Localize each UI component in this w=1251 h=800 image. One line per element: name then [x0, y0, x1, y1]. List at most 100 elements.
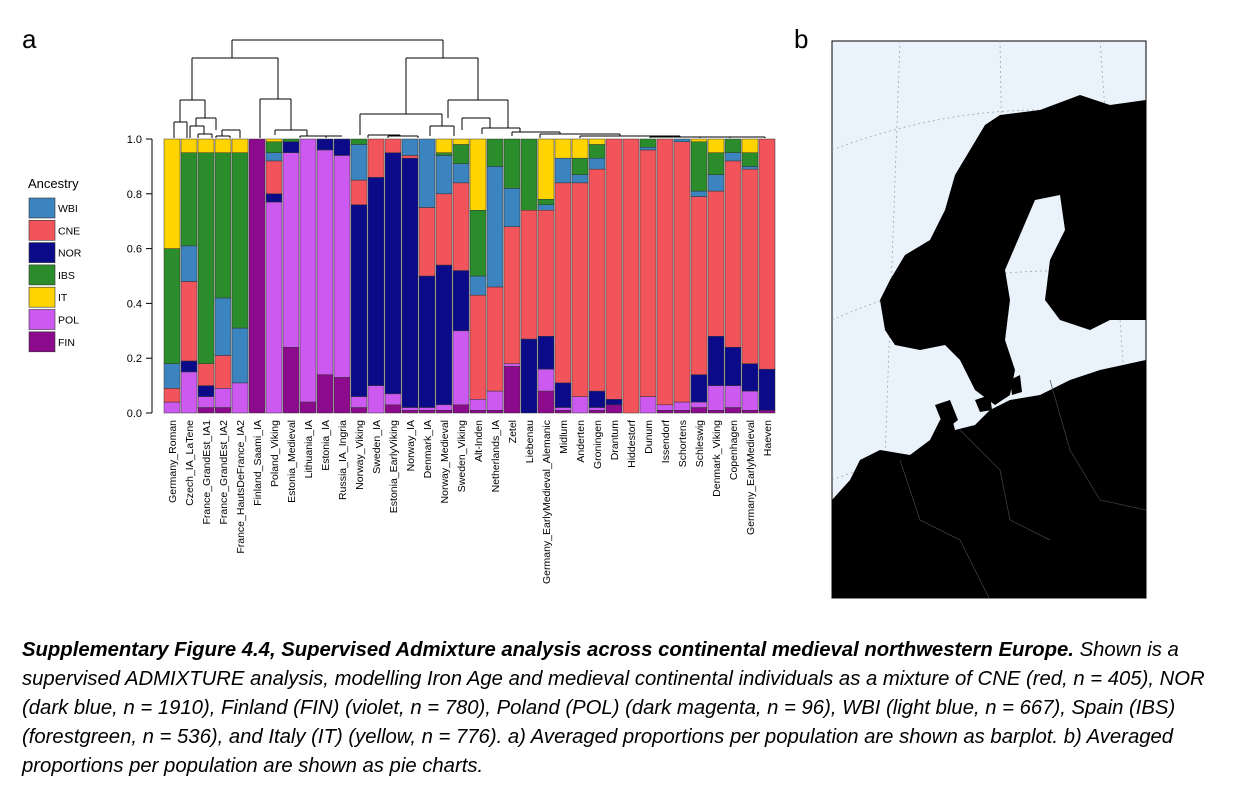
bar-segment	[265, 138, 283, 142]
bar-segment	[503, 138, 521, 189]
bar-segment	[588, 157, 606, 170]
x-tick-label: Estonia_EarlyViking	[388, 420, 400, 513]
bar-segment	[401, 157, 419, 408]
bar-segment	[503, 366, 521, 414]
figure: a b Ancestry 0.0 0.2 0.4 0.6 0.8 1.0 Germany_R…	[22, 24, 1147, 599]
bar-segment	[418, 207, 436, 277]
bar-segment	[163, 388, 181, 403]
bar-segment	[401, 407, 419, 411]
bar-segment	[333, 155, 351, 378]
x-tick-label: Hiddestorf	[626, 420, 638, 468]
bar-segment	[741, 410, 759, 414]
bar-segment	[639, 149, 657, 397]
bar-segment	[724, 152, 742, 162]
bar-segment	[486, 390, 504, 411]
bar-segment	[214, 138, 232, 153]
bar-segment	[673, 141, 691, 403]
bar-segment	[554, 138, 572, 159]
bar-segment	[197, 385, 215, 397]
bar-segment	[707, 138, 725, 153]
bar-segment	[469, 399, 487, 411]
caption-text: Shown is a supervised ADMIXTURE analysis…	[22, 639, 1205, 777]
bar-segment	[316, 138, 334, 151]
bar-segment	[588, 407, 606, 411]
bar-segment	[401, 155, 419, 159]
bar-segment	[350, 407, 368, 414]
y-tick-label: 0.6	[127, 244, 142, 256]
bar-segment	[673, 138, 691, 142]
bar-segment	[350, 204, 368, 397]
bar-segment	[690, 141, 708, 192]
bar-segment	[435, 155, 453, 195]
bar-segment	[316, 149, 334, 375]
legend-label: POL	[58, 315, 79, 327]
x-tick-label: Germany_EarlyMedieval_Alemanic	[541, 420, 553, 584]
bar-segment	[520, 138, 538, 211]
x-tick-label: Finland_Saami_IA	[252, 420, 264, 506]
x-tick-label: Groningen	[592, 420, 604, 469]
bar-segment	[690, 374, 708, 403]
bar-segment	[571, 157, 589, 175]
bar-segment	[214, 388, 232, 408]
bar-segment	[707, 410, 725, 414]
bar-segment	[622, 138, 640, 414]
bar-segment	[180, 371, 198, 414]
bar-segment	[435, 152, 453, 156]
bar-segment	[486, 286, 504, 392]
legend-swatch	[28, 197, 56, 219]
bar-segment	[452, 138, 470, 145]
bar-segment	[282, 141, 300, 153]
bar-segment	[690, 190, 708, 197]
y-tick-label: 0.8	[127, 189, 142, 201]
bar-segment	[639, 396, 657, 414]
bar-segment	[384, 152, 402, 395]
bar-segment	[333, 377, 351, 414]
bar-segment	[605, 138, 623, 400]
bar-segment	[299, 401, 317, 414]
bar-segment	[316, 374, 334, 414]
x-tick-label: Sweden_IA	[371, 420, 383, 474]
bar-segment	[741, 152, 759, 167]
legend-label: IBS	[58, 270, 75, 282]
bar-segment	[231, 152, 249, 329]
bar-segment	[418, 138, 436, 208]
x-tick-label: France_GrandEst_IA1	[201, 420, 213, 525]
bar-segment	[418, 407, 436, 411]
bar-segment	[758, 410, 776, 414]
bar-segment	[656, 138, 674, 406]
y-tick-label: 0.0	[127, 408, 142, 420]
bar-segment	[180, 360, 198, 373]
bar-segment	[571, 182, 589, 397]
x-tick-label: Denmark_IA	[422, 420, 434, 478]
bar-segment	[554, 157, 572, 184]
bar-segment	[571, 138, 589, 159]
bar-segment	[758, 138, 776, 370]
bar-segment	[469, 410, 487, 414]
x-tick-label: Denmark_Viking	[711, 420, 723, 497]
bar-segment	[265, 201, 283, 414]
bar-segment	[384, 404, 402, 414]
bar-segment	[503, 363, 521, 367]
bar-segment	[163, 363, 181, 389]
bar-segment	[724, 160, 742, 348]
bar-segment	[605, 399, 623, 406]
x-tick-label: France_HautsDeFrance_IA2	[235, 420, 247, 554]
bar-segment	[503, 226, 521, 364]
x-tick-label: Russia_IA_Ingria	[337, 420, 349, 500]
bar-segment	[282, 152, 300, 348]
bar-segment	[214, 407, 232, 414]
bar-segment	[197, 152, 215, 364]
x-tick-label: Dunum	[643, 420, 655, 454]
bar-segment	[214, 297, 232, 356]
bar-segment	[299, 138, 317, 403]
bar-segment	[486, 138, 504, 167]
bar-segment	[537, 138, 555, 200]
bar-segment	[554, 407, 572, 411]
bar-segment	[673, 410, 691, 414]
bar-segment	[418, 275, 436, 408]
x-tick-label: Liebenau	[524, 420, 536, 463]
x-tick-label: Norway_Medieval	[439, 420, 451, 503]
bar-segment	[435, 410, 453, 414]
legend-swatch	[28, 220, 56, 241]
